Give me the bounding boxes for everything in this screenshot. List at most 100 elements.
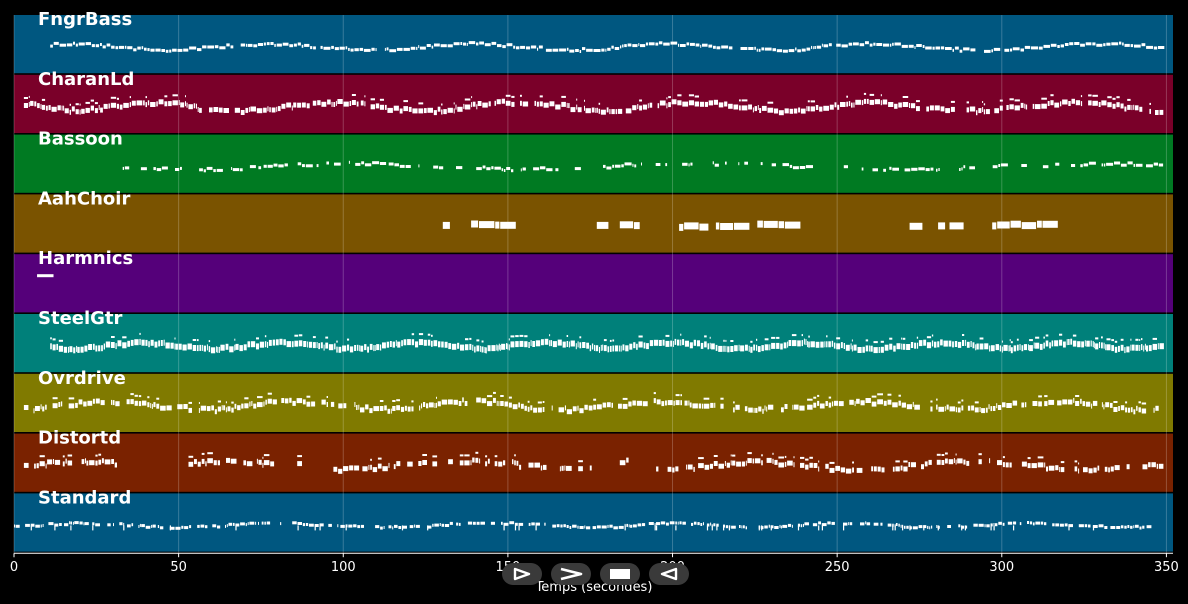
- note: [971, 405, 975, 411]
- play-button[interactable]: [502, 563, 542, 585]
- note: [493, 391, 496, 394]
- note: [530, 45, 537, 49]
- note: [622, 344, 625, 351]
- note: [726, 462, 730, 468]
- note: [914, 404, 920, 410]
- note: [1064, 43, 1069, 46]
- note: [880, 100, 882, 106]
- note: [1106, 338, 1111, 341]
- note: [845, 468, 852, 474]
- note: [1103, 342, 1105, 349]
- note: [1080, 164, 1083, 168]
- note: [150, 403, 152, 409]
- note: [753, 344, 756, 351]
- note: [730, 346, 734, 352]
- x-tick-label: 250: [825, 560, 850, 575]
- note: [247, 341, 250, 348]
- note: [1144, 343, 1146, 350]
- note: [498, 461, 503, 467]
- note: [234, 338, 236, 341]
- note: [819, 106, 823, 112]
- note: [199, 344, 202, 351]
- note: [549, 101, 555, 107]
- note: [331, 101, 333, 107]
- note: [611, 45, 614, 49]
- note: [259, 341, 265, 348]
- note: [203, 345, 206, 352]
- note: [197, 48, 202, 52]
- note: [316, 342, 318, 348]
- note: [727, 346, 730, 353]
- note: [806, 47, 811, 51]
- note: [459, 454, 464, 457]
- note: [1084, 340, 1086, 347]
- note: [338, 346, 342, 353]
- note: [986, 524, 990, 528]
- note: [1135, 163, 1143, 167]
- note: [418, 45, 420, 49]
- note: [426, 403, 429, 409]
- note: [1141, 402, 1147, 405]
- note: [501, 521, 503, 525]
- note: [1044, 462, 1046, 468]
- note: [217, 346, 219, 353]
- note: [754, 46, 756, 50]
- note: [516, 46, 520, 50]
- note: [1097, 465, 1100, 471]
- note: [246, 43, 247, 47]
- note: [725, 345, 727, 352]
- note: [675, 394, 680, 397]
- stop-button[interactable]: [600, 563, 640, 585]
- note: [537, 47, 539, 51]
- note: [993, 525, 995, 531]
- note: [141, 339, 145, 346]
- forward-button[interactable]: [551, 563, 591, 585]
- note: [53, 459, 54, 464]
- note: [491, 345, 496, 352]
- note: [825, 463, 829, 469]
- note: [1090, 340, 1092, 347]
- note: [78, 399, 83, 405]
- note: [1124, 106, 1127, 112]
- note: [836, 343, 841, 350]
- note: [992, 406, 996, 411]
- note: [612, 339, 615, 342]
- note: [160, 405, 166, 411]
- note: [384, 104, 387, 110]
- note: [264, 521, 266, 525]
- note: [131, 523, 134, 527]
- note: [665, 163, 668, 167]
- note: [1002, 402, 1006, 408]
- note: [709, 342, 711, 349]
- note: [1101, 342, 1103, 349]
- note: [345, 46, 348, 50]
- note: [918, 340, 923, 347]
- note: [323, 46, 331, 50]
- note: [758, 406, 762, 412]
- note: [677, 339, 680, 346]
- note: [932, 46, 935, 50]
- note: [410, 46, 416, 50]
- note: [496, 344, 498, 351]
- note: [948, 459, 954, 465]
- note: [734, 345, 738, 352]
- note: [415, 524, 420, 528]
- note: [482, 165, 486, 169]
- note: [36, 463, 39, 469]
- note: [725, 339, 727, 342]
- note: [514, 460, 516, 466]
- note: [601, 48, 605, 52]
- note: [276, 106, 278, 112]
- note: [103, 343, 105, 350]
- note: [41, 98, 46, 101]
- note: [667, 466, 672, 472]
- note: [301, 44, 304, 48]
- note: [75, 103, 79, 106]
- note: [566, 102, 568, 108]
- note: [838, 401, 844, 407]
- note: [95, 460, 98, 466]
- note: [1156, 463, 1159, 469]
- rewind-button[interactable]: [649, 563, 689, 585]
- note: [30, 523, 35, 527]
- note: [1010, 347, 1013, 354]
